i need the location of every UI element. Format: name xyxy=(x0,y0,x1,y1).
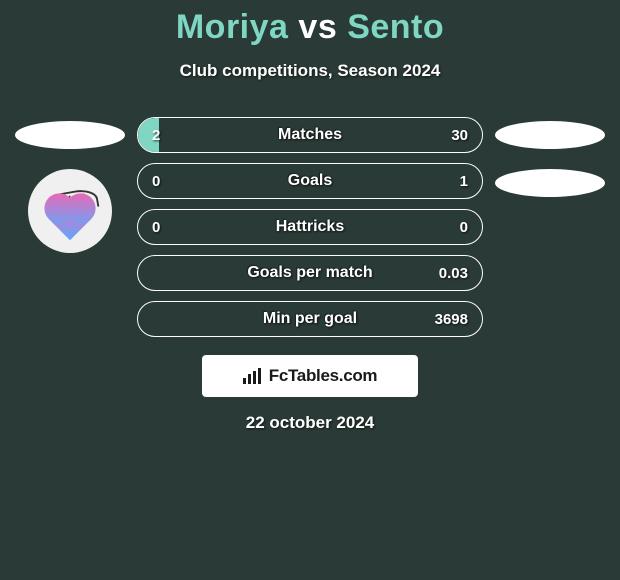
brand-text: FcTables.com xyxy=(269,366,378,386)
stat-row: Min per goal 3698 xyxy=(137,301,483,337)
comparison-card: Moriya vs Sento Club competitions, Seaso… xyxy=(0,0,620,433)
title-vs: vs xyxy=(298,8,337,46)
stat-row: Goals per match 0.03 xyxy=(137,255,483,291)
stat-label: Min per goal xyxy=(263,310,357,328)
title-player1: Moriya xyxy=(176,8,289,46)
right-column xyxy=(495,117,605,197)
stat-value-left: 0 xyxy=(152,219,160,236)
page-title: Moriya vs Sento xyxy=(0,8,620,47)
stats-table: 2 Matches 30 0 Goals 1 0 Hattricks 0 Goals per ma… xyxy=(137,117,483,337)
badge-heart-icon xyxy=(49,198,91,240)
date-label: 22 october 2024 xyxy=(0,413,620,433)
stat-value-right: 0 xyxy=(460,219,468,236)
stat-value-right: 0.03 xyxy=(439,265,468,282)
stat-row: 0 Goals 1 xyxy=(137,163,483,199)
stat-value-right: 3698 xyxy=(435,311,468,328)
stat-value-right: 30 xyxy=(451,127,468,144)
stat-row: 2 Matches 30 xyxy=(137,117,483,153)
left-column: sagantosu xyxy=(15,117,125,253)
stat-value-left: 0 xyxy=(152,173,160,190)
stat-label: Goals xyxy=(288,172,332,190)
stat-value-right: 1 xyxy=(460,173,468,190)
subtitle: Club competitions, Season 2024 xyxy=(0,61,620,81)
stat-label: Matches xyxy=(278,126,342,144)
player1-ellipse xyxy=(15,121,125,149)
stat-row: 0 Hattricks 0 xyxy=(137,209,483,245)
title-player2: Sento xyxy=(347,8,444,46)
stat-value-left: 2 xyxy=(152,127,160,144)
stat-label: Hattricks xyxy=(276,218,344,236)
player1-club-badge: sagantosu xyxy=(28,169,112,253)
stat-label: Goals per match xyxy=(247,264,372,282)
main-row: sagantosu 2 Matches 30 0 Goals 1 0 Hattricks 0 Go… xyxy=(0,117,620,337)
brand-box[interactable]: FcTables.com xyxy=(202,355,418,397)
player2-ellipse xyxy=(495,121,605,149)
brand-chart-icon xyxy=(243,368,263,384)
player2-club-ellipse xyxy=(495,169,605,197)
